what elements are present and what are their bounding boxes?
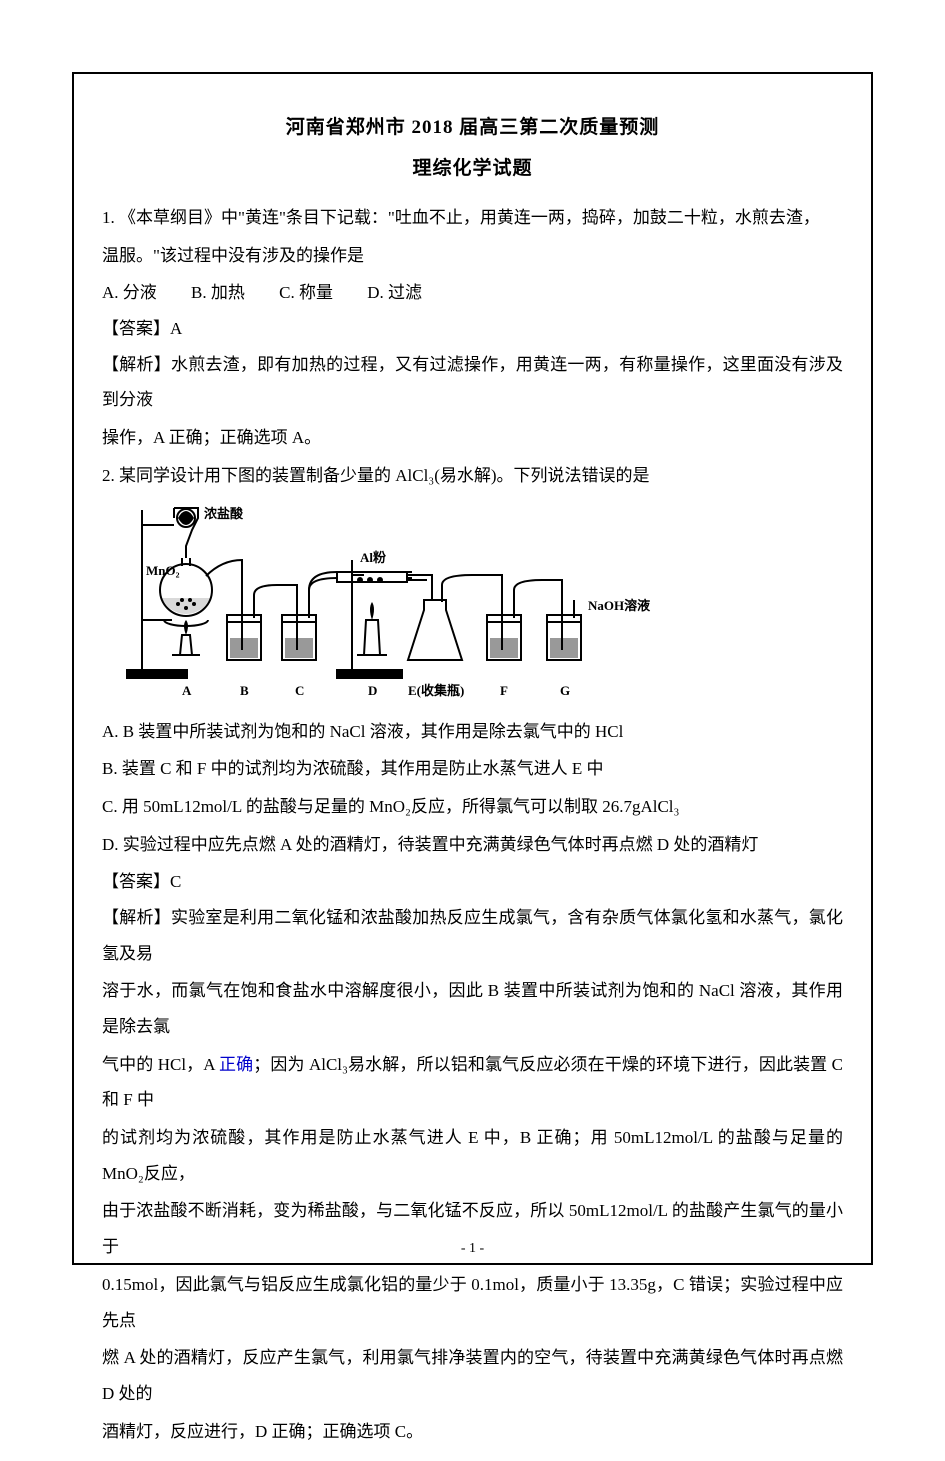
- q2-explain-line4: 的试剂均为浓硫酸，其作用是防止水蒸气进人 E 中，B 正确；用 50mL12mo…: [102, 1120, 843, 1191]
- q1-answer-val: A: [170, 319, 182, 338]
- q1-choice-c: C. 称量: [279, 275, 333, 311]
- apparatus-diagram: 浓盐酸 MnO₂ Al粉 NaOH溶液 A B C D E(收集瓶) F G: [102, 500, 662, 710]
- q2-choice-b: B. 装置 C 和 F 中的试剂均为浓硫酸，其作用是防止水蒸气进人 E 中: [102, 751, 843, 787]
- q2-explain-line8: 酒精灯，反应进行，D 正确；正确选项 C。: [102, 1414, 843, 1450]
- q2-explain-line3: 气中的 HCl，A 正确；因为 AlCl₃易水解，所以铝和氯气反应必须在干燥的环…: [102, 1047, 843, 1118]
- q2-answer-val: C: [170, 872, 181, 891]
- q2-answer-label: 【答案】: [102, 872, 170, 891]
- q1-explain-line1: 【解析】水煎去渣，即有加热的过程，又有过滤操作，用黄连一两，有称量操作，这里面没…: [102, 347, 843, 418]
- label-F: F: [500, 683, 508, 698]
- q2-expl-1: 实验室是利用二氧化锰和浓盐酸加热反应生成氯气，含有杂质气体氯化氢和水蒸气，氯化氢…: [102, 908, 843, 963]
- q1-expl-a: 水煎去渣，即有加热的过程，又有过滤操作，用黄连一两，有称量操作，这里面没有涉及到…: [102, 355, 843, 410]
- q2-expl-3blue: 正确: [219, 1055, 253, 1074]
- q1-expl-label: 【解析】: [102, 355, 171, 374]
- label-A: A: [182, 683, 192, 698]
- q1-stem-line1: 1. 《本草纲目》中"黄连"条目下记载："吐血不止，用黄连一两，捣碎，加鼓二十粒…: [102, 200, 843, 236]
- q2-choice-c: C. 用 50mL12mol/L 的盐酸与足量的 MnO₂反应，所得氯气可以制取…: [102, 789, 843, 825]
- label-B: B: [240, 683, 249, 698]
- q2-expl-label: 【解析】: [102, 908, 171, 927]
- q2-explain-line6: 0.15mol，因此氯气与铝反应生成氯化铝的量少于 0.1mol，质量小于 13…: [102, 1267, 843, 1338]
- q2-explain-line2: 溶于水，而氯气在饱和食盐水中溶解度很小，因此 B 装置中所装试剂为饱和的 NaC…: [102, 973, 843, 1044]
- q2-stem: 2. 某同学设计用下图的装置制备少量的 AlCl₃(易水解)。下列说法错误的是: [102, 458, 843, 494]
- q1-choices: A. 分液 B. 加热 C. 称量 D. 过滤: [102, 275, 843, 311]
- page-number: - 1 -: [74, 1241, 871, 1257]
- q1-answer: 【答案】A: [102, 311, 843, 347]
- label-naoh: NaOH溶液: [588, 598, 650, 613]
- apparatus-svg: 浓盐酸 MnO₂ Al粉 NaOH溶液 A B C D E(收集瓶) F G: [102, 500, 662, 710]
- label-hcl: 浓盐酸: [204, 506, 244, 521]
- q1-stem-line2: 温服。"该过程中没有涉及的操作是: [102, 238, 843, 274]
- label-E: E(收集瓶): [408, 683, 464, 698]
- q2-explain-line1: 【解析】实验室是利用二氧化锰和浓盐酸加热反应生成氯气，含有杂质气体氯化氢和水蒸气…: [102, 900, 843, 971]
- q1-answer-label: 【答案】: [102, 319, 170, 338]
- q1-explain-line2: 操作，A 正确；正确选项 A。: [102, 420, 843, 456]
- page-border: 河南省郑州市 2018 届高三第二次质量预测 理综化学试题 1. 《本草纲目》中…: [72, 72, 873, 1265]
- q2-choice-a: A. B 装置中所装试剂为饱和的 NaCl 溶液，其作用是除去氯气中的 HCl: [102, 714, 843, 750]
- q2-choice-d: D. 实验过程中应先点燃 A 处的酒精灯，待装置中充满黄绿色气体时再点燃 D 处…: [102, 827, 843, 863]
- label-G: G: [560, 683, 570, 698]
- q1-choice-d: D. 过滤: [367, 275, 422, 311]
- label-C: C: [295, 683, 304, 698]
- label-al: Al粉: [360, 550, 386, 565]
- q1-choice-a: A. 分液: [102, 275, 157, 311]
- label-D: D: [368, 683, 377, 698]
- q1-stem-wenfu: 温服: [102, 246, 136, 265]
- label-mno2: MnO₂: [146, 563, 180, 578]
- q2-expl-3a: 气中的 HCl，A: [102, 1055, 219, 1074]
- doc-title: 河南省郑州市 2018 届高三第二次质量预测: [102, 112, 843, 139]
- doc-subtitle: 理综化学试题: [102, 153, 843, 180]
- q2-answer: 【答案】C: [102, 864, 843, 900]
- q2-explain-line7: 燃 A 处的酒精灯，反应产生氯气，利用氯气排净装置内的空气，待装置中充满黄绿色气…: [102, 1340, 843, 1411]
- q1-stem-rest: 。"该过程中没有涉及的操作是: [136, 246, 364, 265]
- q1-choice-b: B. 加热: [191, 275, 245, 311]
